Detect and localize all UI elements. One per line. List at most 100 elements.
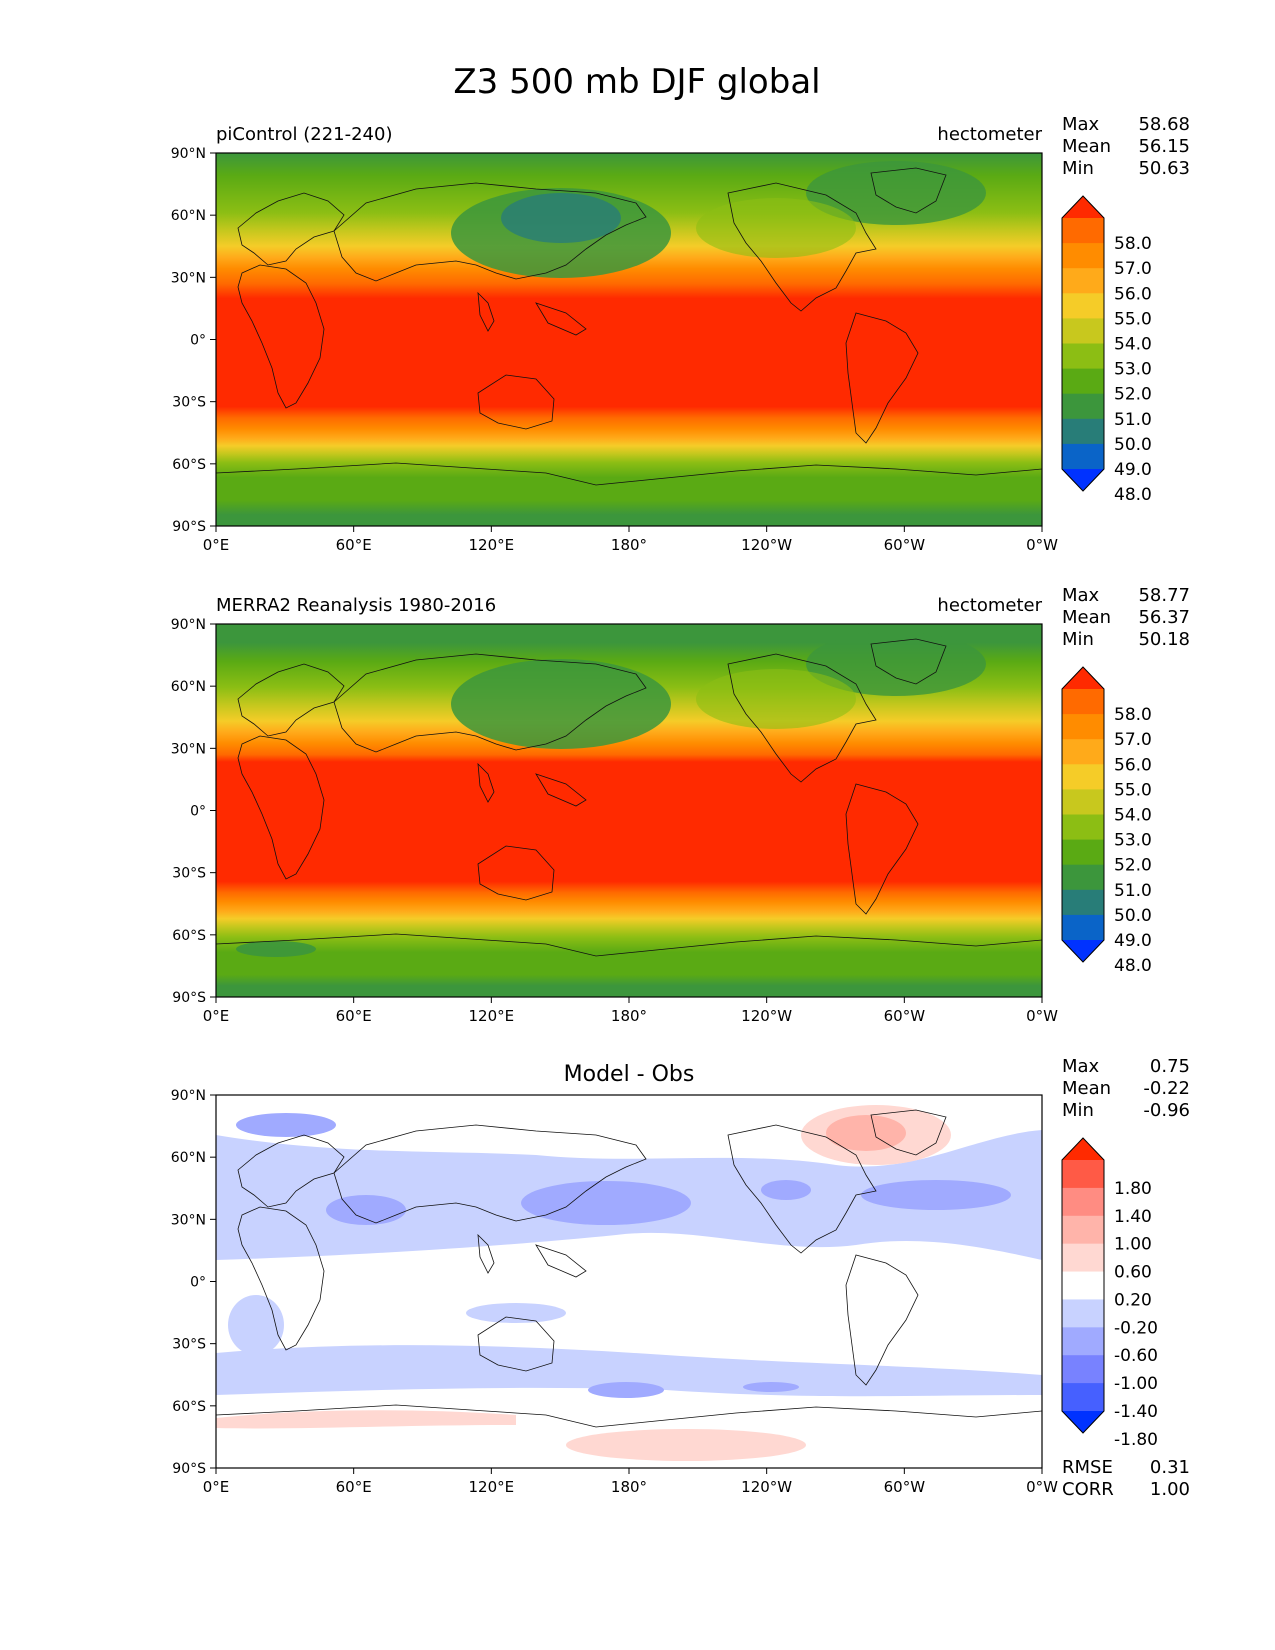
colorbar-label: 50.0 bbox=[1114, 906, 1152, 926]
colorbar-extend-bottom bbox=[1062, 940, 1104, 962]
colorbar-label: 52.0 bbox=[1114, 385, 1152, 405]
colorbar-label: 50.0 bbox=[1114, 435, 1152, 455]
colorbar-segment bbox=[1062, 689, 1104, 715]
colorbar-segment bbox=[1062, 1355, 1104, 1384]
coastline-3 bbox=[333, 1124, 647, 1224]
extra-stat-value: 1.00 bbox=[1150, 1479, 1190, 1500]
lat-tick-label: 60°N bbox=[171, 208, 206, 224]
lon-tick-label: 120°E bbox=[469, 536, 515, 554]
coastline-5 bbox=[535, 1244, 587, 1278]
lat-tick-label: 30°S bbox=[172, 395, 206, 411]
colorbar-label: 48.0 bbox=[1114, 956, 1152, 976]
colorbar-segment bbox=[1062, 1187, 1104, 1217]
coastline-1 bbox=[237, 1134, 345, 1208]
coastline-1 bbox=[237, 192, 345, 266]
colorbar-label: 49.0 bbox=[1114, 460, 1152, 480]
colorbar-segment bbox=[1062, 218, 1104, 244]
colorbar-label: 53.0 bbox=[1114, 831, 1152, 851]
lon-tick-label: 60°W bbox=[884, 1007, 926, 1025]
colorbar-label: 1.00 bbox=[1114, 1235, 1152, 1255]
coastline-3 bbox=[333, 653, 647, 753]
stat-value: 50.18 bbox=[1138, 629, 1190, 650]
sh-negative-band bbox=[216, 1345, 1042, 1397]
colorbar-segment bbox=[1062, 1383, 1104, 1412]
stat-value: -0.96 bbox=[1143, 1100, 1190, 1121]
lon-tick-label: 0°E bbox=[203, 1007, 230, 1025]
colorbar-segment bbox=[1062, 1215, 1104, 1245]
colorbar-outline bbox=[1061, 666, 1105, 963]
gulf-alaska-minimum bbox=[761, 1180, 811, 1200]
stat-label: Max bbox=[1062, 585, 1100, 606]
colorbar-extend-bottom bbox=[1062, 1411, 1104, 1433]
coastline-8 bbox=[870, 638, 947, 685]
colorbar-segment bbox=[1062, 739, 1104, 765]
lon-tick-label: 0°W bbox=[1026, 1478, 1058, 1496]
stat-value: 56.37 bbox=[1138, 607, 1190, 628]
extra-stat-label: RMSE bbox=[1062, 1457, 1113, 1478]
antarctic-positive-2 bbox=[566, 1429, 806, 1461]
lon-tick-label: 120°W bbox=[741, 1478, 792, 1496]
colorbar-segment bbox=[1062, 443, 1104, 470]
lat-tick-label: 30°N bbox=[171, 270, 206, 286]
colorbar-label: 55.0 bbox=[1114, 780, 1152, 800]
coastline-8 bbox=[870, 167, 947, 214]
indian-ocean-negative bbox=[466, 1303, 566, 1323]
lat-tick-label: 90°N bbox=[171, 1088, 206, 1104]
map-panel-3: Model - Obs 90°N 60°N 30°N 0° 30°S 60°S 90°S0°E… bbox=[171, 1062, 1058, 1496]
colorbar-label: 57.0 bbox=[1114, 259, 1152, 279]
colorbar-label: 49.0 bbox=[1114, 931, 1152, 951]
stat-value: 0.75 bbox=[1150, 1056, 1190, 1077]
map-panel-2: MERRA2 Reanalysis 1980-2016 hectometer 90°… bbox=[171, 595, 1058, 1025]
stat-label: Min bbox=[1062, 158, 1094, 179]
colorbar-label: 56.0 bbox=[1114, 284, 1152, 304]
colorbar-label: 1.40 bbox=[1114, 1207, 1152, 1227]
coastline-5 bbox=[535, 302, 587, 336]
colorbar-label: 1.80 bbox=[1114, 1179, 1152, 1199]
extra-stat-value: 0.31 bbox=[1150, 1457, 1190, 1478]
stat-value: 50.63 bbox=[1138, 158, 1190, 179]
stat-value: 58.77 bbox=[1138, 585, 1190, 606]
colorbar-label: 54.0 bbox=[1114, 806, 1152, 826]
colorbar-segment bbox=[1062, 343, 1104, 370]
lon-tick-label: 180° bbox=[611, 1007, 647, 1025]
coastline-8 bbox=[870, 1109, 947, 1156]
stat-label: Min bbox=[1062, 1100, 1094, 1121]
stat-value: -0.22 bbox=[1143, 1078, 1190, 1099]
colorbar-extend-top bbox=[1062, 1138, 1104, 1160]
colorbar-segment bbox=[1062, 243, 1104, 269]
map-field bbox=[216, 1095, 1042, 1468]
colorbar-label: -1.80 bbox=[1114, 1430, 1158, 1450]
lon-tick-label: 60°E bbox=[336, 1007, 372, 1025]
colorbar-label: 48.0 bbox=[1114, 485, 1152, 505]
antarctic-positive-1 bbox=[216, 1410, 516, 1429]
coastline-4 bbox=[477, 762, 495, 803]
stat-label: Max bbox=[1062, 1056, 1100, 1077]
lat-tick-label: 90°N bbox=[171, 146, 206, 162]
colorbar-label: 54.0 bbox=[1114, 335, 1152, 355]
canada-trough bbox=[806, 632, 986, 696]
coastline-3 bbox=[333, 182, 647, 282]
coastline-4 bbox=[477, 1233, 495, 1274]
lon-tick-label: 0°E bbox=[203, 536, 230, 554]
lon-tick-label: 0°W bbox=[1026, 536, 1058, 554]
colorbar-label: 53.0 bbox=[1114, 360, 1152, 380]
lat-tick-label: 60°S bbox=[172, 1399, 206, 1415]
colorbar-outline bbox=[1061, 1137, 1105, 1434]
colorbar-segment bbox=[1062, 1160, 1104, 1189]
lon-tick-label: 0°E bbox=[203, 1478, 230, 1496]
colorbar-label: 56.0 bbox=[1114, 755, 1152, 775]
europe-minimum bbox=[236, 1113, 336, 1137]
coastline-6 bbox=[477, 1316, 555, 1372]
north-atlantic-minimum bbox=[861, 1180, 1011, 1210]
lat-tick-label: 90°N bbox=[171, 617, 206, 633]
map-panel-1: piControl (221-240) hectometer 90°N 60°N 30°… bbox=[171, 124, 1058, 554]
stat-label: Mean bbox=[1062, 607, 1111, 628]
pacific-ridge bbox=[696, 198, 856, 258]
lon-tick-label: 120°W bbox=[741, 1007, 792, 1025]
coastline-9 bbox=[845, 783, 919, 915]
coastline-4 bbox=[477, 291, 495, 332]
colorbar-label: 58.0 bbox=[1114, 705, 1152, 725]
coastline-2 bbox=[237, 264, 325, 409]
lon-tick-label: 120°W bbox=[741, 536, 792, 554]
panel-left-title: MERRA2 Reanalysis 1980-2016 bbox=[216, 595, 496, 616]
